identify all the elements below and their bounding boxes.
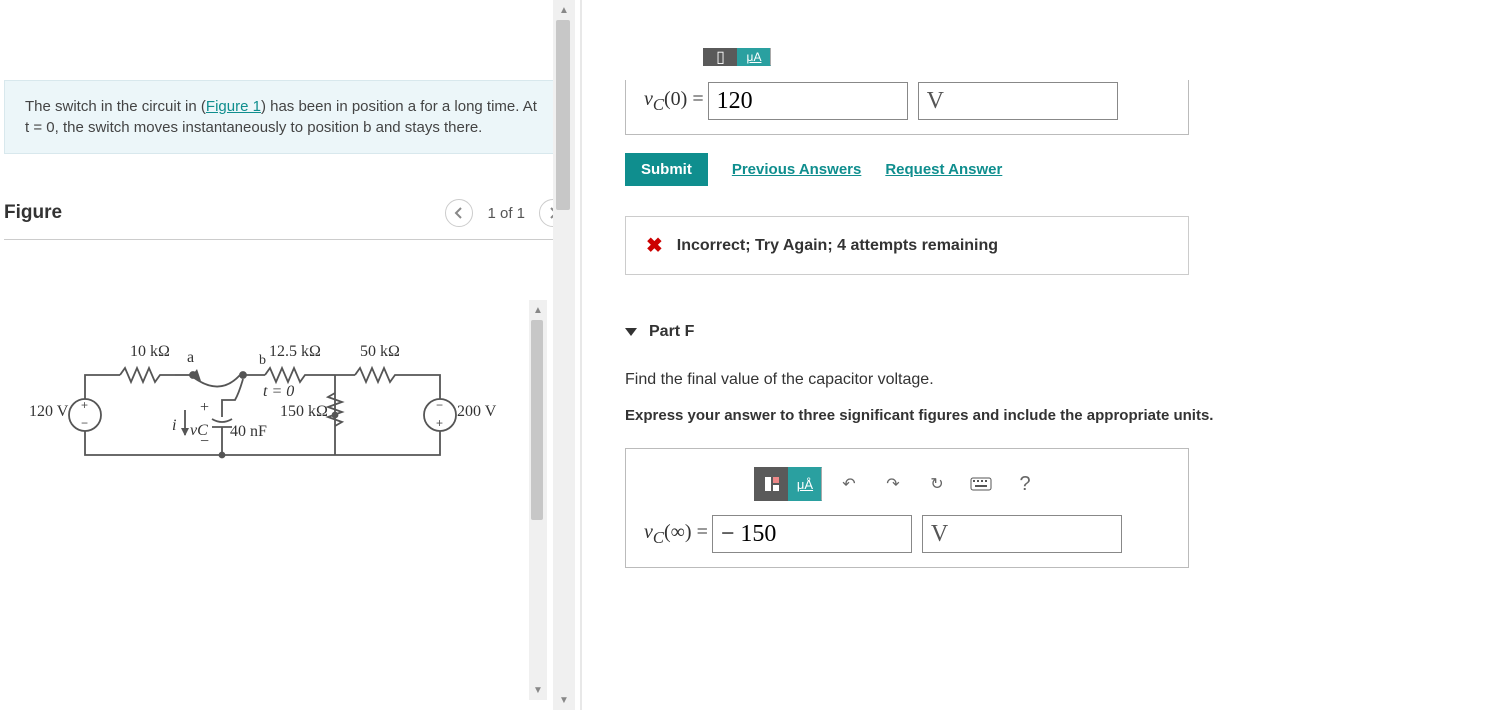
label-t0: t = 0 — [263, 383, 294, 401]
answer-unit-input-e[interactable] — [918, 82, 1118, 120]
undo-icon[interactable]: ↶ — [832, 467, 866, 501]
help-icon[interactable]: ? — [1008, 467, 1042, 501]
answer-unit-input-f[interactable] — [922, 515, 1122, 553]
submit-button[interactable]: Submit — [625, 153, 708, 186]
scroll-down-icon[interactable]: ▼ — [553, 690, 575, 710]
label-r2: 12.5 kΩ — [269, 343, 321, 361]
svg-text:+: + — [81, 398, 88, 412]
feedback-text: Incorrect; Try Again; 4 attempts remaini… — [677, 237, 998, 255]
figure-divider — [4, 239, 571, 240]
label-vsrc1: 120 V — [29, 403, 68, 421]
answer-block-f: μÅ ↶ ↷ ↻ ? vC(∞) = — [625, 448, 1189, 568]
units-icon[interactable]: μA — [737, 48, 771, 66]
problem-intro: The switch in the circuit in (Figure 1) … — [4, 80, 563, 154]
template-icon[interactable]: ▯ — [703, 48, 737, 66]
label-vsrc2: 200 V — [457, 403, 496, 421]
label-r1: 10 kΩ — [130, 343, 170, 361]
scroll-up-icon[interactable]: ▲ — [529, 300, 547, 320]
label-plus1: + — [200, 399, 209, 417]
previous-answers-link[interactable]: Previous Answers — [732, 161, 862, 178]
intro-prefix: The switch in the circuit in ( — [25, 98, 206, 115]
label-b: b — [259, 353, 266, 369]
figure-title: Figure — [4, 202, 62, 224]
label-i: i — [172, 417, 176, 435]
button-row-e: Submit Previous Answers Request Answer — [625, 153, 1477, 186]
part-f-title: Part F — [649, 323, 694, 341]
feedback-box: ✖ Incorrect; Try Again; 4 attempts remai… — [625, 216, 1189, 275]
figure-header: Figure 1 of 1 — [4, 199, 567, 227]
scroll-up-icon[interactable]: ▲ — [553, 0, 575, 20]
units-icon[interactable]: μÅ — [788, 467, 822, 501]
scroll-down-icon[interactable]: ▼ — [529, 680, 547, 700]
incorrect-icon: ✖ — [646, 233, 663, 258]
figure-count: 1 of 1 — [487, 205, 525, 222]
figure-nav: 1 of 1 — [445, 199, 567, 227]
keyboard-icon[interactable] — [964, 467, 998, 501]
answer-toolbar-f: μÅ ↶ ↷ ↻ ? — [754, 467, 1170, 501]
reset-icon[interactable]: ↻ — [920, 467, 954, 501]
right-pane: ▯ μA vC(0) = Submit Previous Answers Req… — [575, 0, 1497, 710]
figure-scrollbar[interactable]: ▲ ▼ — [529, 300, 547, 700]
svg-text:−: − — [81, 416, 88, 430]
label-r4: 150 kΩ — [280, 403, 328, 421]
svg-text:−: − — [436, 398, 443, 412]
figure-prev-button[interactable] — [445, 199, 473, 227]
caret-down-icon — [625, 328, 637, 336]
answer-value-input-f[interactable] — [712, 515, 912, 553]
part-f-question: Find the final value of the capacitor vo… — [625, 371, 1477, 389]
label-a: a — [187, 349, 194, 367]
answer-label-e: vC(0) = — [644, 88, 704, 115]
left-pane-scrollbar[interactable]: ▲ ▼ — [553, 0, 575, 710]
label-r5: 40 nF — [230, 423, 267, 441]
answer-block-e: vC(0) = — [625, 80, 1189, 135]
answer-value-input-e[interactable] — [708, 82, 908, 120]
circuit-diagram: + − — [25, 325, 505, 505]
answer-row-e: vC(0) = — [644, 82, 1170, 120]
request-answer-link[interactable]: Request Answer — [885, 161, 1002, 178]
label-minus1: − — [200, 433, 209, 451]
part-f-header[interactable]: Part F — [625, 323, 1477, 341]
answer-label-f: vC(∞) = — [644, 521, 708, 548]
left-pane: The switch in the circuit in (Figure 1) … — [0, 0, 575, 710]
template-icon[interactable] — [754, 467, 788, 501]
figure-link[interactable]: Figure 1 — [206, 98, 261, 115]
toolbar-clipped: ▯ μA — [703, 48, 771, 66]
svg-text:+: + — [436, 416, 443, 430]
part-f-hint: Express your answer to three significant… — [625, 407, 1477, 424]
answer-row-f: vC(∞) = — [644, 515, 1170, 553]
redo-icon[interactable]: ↷ — [876, 467, 910, 501]
label-r3: 50 kΩ — [360, 343, 400, 361]
